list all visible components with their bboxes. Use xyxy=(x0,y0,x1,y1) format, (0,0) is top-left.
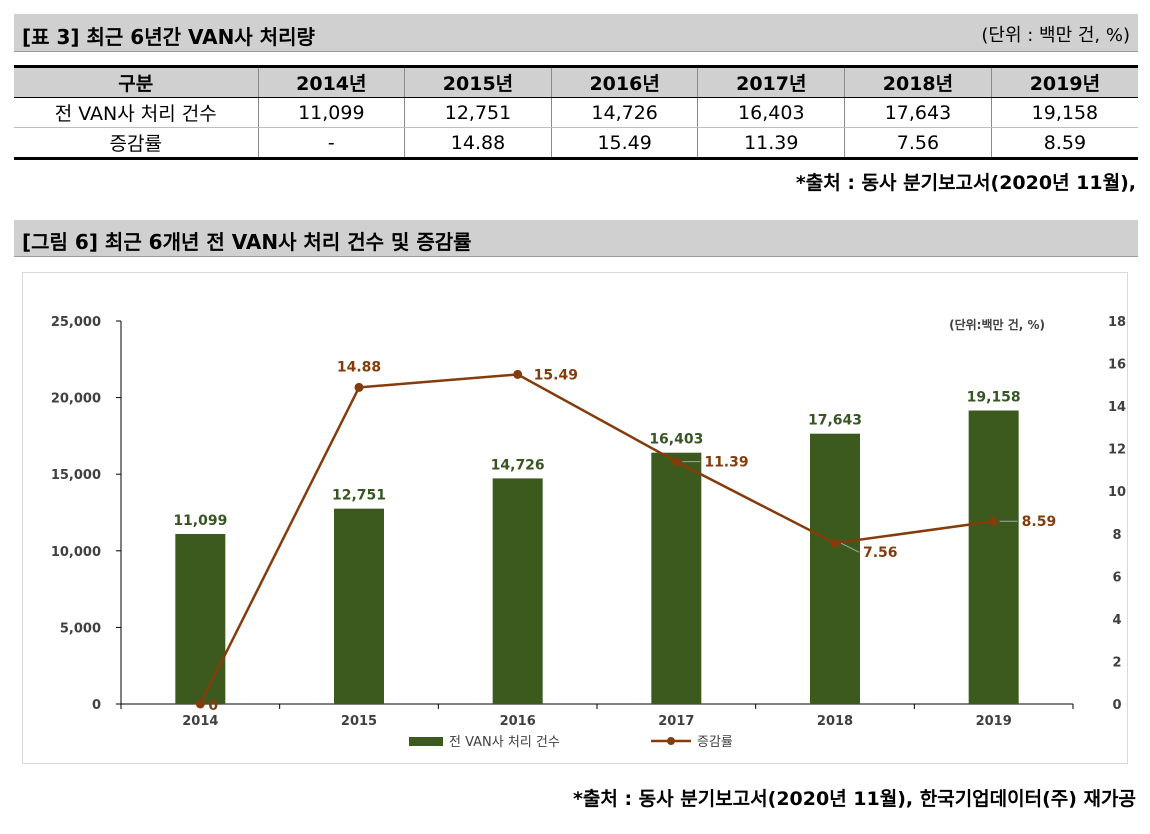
table-cell: 14,726 xyxy=(550,97,699,128)
chart-unit-annotation: (단위:백만 건, %) xyxy=(949,317,1045,332)
table-cell: 증감률 xyxy=(14,127,259,160)
bar xyxy=(175,533,226,704)
bar-value-label: 12,751 xyxy=(332,488,386,504)
table-cell: 8.59 xyxy=(990,127,1138,160)
table-cell: 11,099 xyxy=(257,97,406,128)
line-point xyxy=(513,369,523,379)
bar xyxy=(810,433,860,704)
x-tick-label: 2014 xyxy=(182,714,218,729)
figure-title: [그림 6] 최근 6개년 전 VAN사 처리 건수 및 증감률 xyxy=(22,230,472,254)
figure-title-bar: [그림 6] 최근 6개년 전 VAN사 처리 건수 및 증감률 xyxy=(14,220,1138,257)
data-table: 구분 2014년 2015년 2016년 2017년 2018년 2019년 전… xyxy=(14,65,1138,160)
table-cell: 17,643 xyxy=(844,97,992,128)
y-right-tick-label: 6 xyxy=(1112,570,1121,585)
y-left-tick-label: 5,000 xyxy=(60,621,101,636)
table-row: 전 VAN사 처리 건수 11,099 12,751 14,726 16,403… xyxy=(14,97,1138,128)
x-tick-label: 2016 xyxy=(500,714,536,729)
y-right-tick-label: 10 xyxy=(1108,485,1126,500)
label-leader-line xyxy=(840,542,860,553)
line-value-label: 15.49 xyxy=(534,367,578,383)
line-value-label: 14.88 xyxy=(337,359,381,375)
y-right-tick-label: 0 xyxy=(1112,698,1121,713)
bar xyxy=(651,452,702,704)
y-right-tick-label: 4 xyxy=(1112,613,1121,628)
table-row: 증감률 - 14.88 15.49 11.39 7.56 8.59 xyxy=(14,127,1138,160)
legend-bar-swatch xyxy=(409,737,443,746)
table-cell: 12,751 xyxy=(404,97,552,128)
table-header-row: 구분 2014년 2015년 2016년 2017년 2018년 2019년 xyxy=(14,65,1138,98)
line-point xyxy=(989,516,999,526)
header-cell: 2014년 xyxy=(257,65,406,98)
line-point xyxy=(195,699,205,709)
table-cell: 7.56 xyxy=(844,127,992,160)
header-cell: 2017년 xyxy=(697,65,846,98)
table-cell: 14.88 xyxy=(404,127,552,160)
y-left-tick-label: 0 xyxy=(92,698,101,713)
y-left-tick-label: 20,000 xyxy=(51,392,101,407)
table-cell: 11.39 xyxy=(697,127,846,160)
table-cell: - xyxy=(257,127,406,160)
y-right-tick-label: 14 xyxy=(1108,400,1126,415)
y-right-tick-label: 2 xyxy=(1112,655,1121,670)
bar xyxy=(334,508,384,704)
bar-value-label: 16,403 xyxy=(649,432,703,448)
y-left-tick-label: 25,000 xyxy=(51,315,101,330)
y-right-tick-label: 16 xyxy=(1108,358,1126,373)
table-title: [표 3] 최근 6년간 VAN사 처리량 xyxy=(22,25,315,49)
bar-value-label: 11,099 xyxy=(173,513,227,529)
x-tick-label: 2017 xyxy=(658,714,694,729)
y-left-tick-label: 15,000 xyxy=(51,468,101,483)
header-cell: 2016년 xyxy=(550,65,699,98)
bar-value-label: 19,158 xyxy=(967,389,1021,405)
table-cell: 15.49 xyxy=(550,127,699,160)
line-point xyxy=(671,457,681,467)
table-title-bar: [표 3] 최근 6년간 VAN사 처리량 (단위 : 백만 건, %) xyxy=(14,14,1138,52)
table-source: *출처 : 동사 분기보고서(2020년 11월), xyxy=(795,172,1136,194)
x-tick-label: 2015 xyxy=(341,714,377,729)
header-cell: 2018년 xyxy=(844,65,992,98)
line-value-label: 0 xyxy=(208,698,218,714)
table-unit: (단위 : 백만 건, %) xyxy=(981,25,1130,46)
x-tick-label: 2018 xyxy=(817,714,853,729)
y-right-tick-label: 8 xyxy=(1112,528,1121,543)
y-right-tick-label: 12 xyxy=(1108,443,1126,458)
line-value-label: 8.59 xyxy=(1022,514,1057,530)
table-cell: 전 VAN사 처리 건수 xyxy=(14,97,259,128)
line-value-label: 11.39 xyxy=(704,455,748,471)
bar xyxy=(968,410,1019,704)
line-series xyxy=(199,373,994,705)
header-cell: 구분 xyxy=(14,65,259,98)
legend-line-marker xyxy=(667,737,675,745)
bar-value-label: 14,726 xyxy=(491,457,545,473)
bar xyxy=(492,478,543,704)
x-tick-label: 2019 xyxy=(976,714,1012,729)
header-cell: 2015년 xyxy=(404,65,552,98)
table-cell: 16,403 xyxy=(697,97,846,128)
bar-value-label: 17,643 xyxy=(808,413,862,429)
y-right-tick-label: 18 xyxy=(1108,315,1126,330)
line-point xyxy=(354,382,364,392)
line-value-label: 7.56 xyxy=(863,545,898,561)
table-cell: 19,158 xyxy=(990,97,1138,128)
y-left-tick-label: 10,000 xyxy=(51,545,101,560)
legend-line-label: 증감률 xyxy=(697,735,733,750)
line-point xyxy=(830,538,840,548)
header-cell: 2019년 xyxy=(990,65,1138,98)
legend-bar-label: 전 VAN사 처리 건수 xyxy=(449,735,560,750)
figure-source: *출처 : 동사 분기보고서(2020년 11월), 한국기업데이터(주) 재가… xyxy=(572,788,1136,810)
chart-container: 0 5,000 10,000 15,000 20,000 25,000 2014 2015 20… xyxy=(22,272,1128,764)
